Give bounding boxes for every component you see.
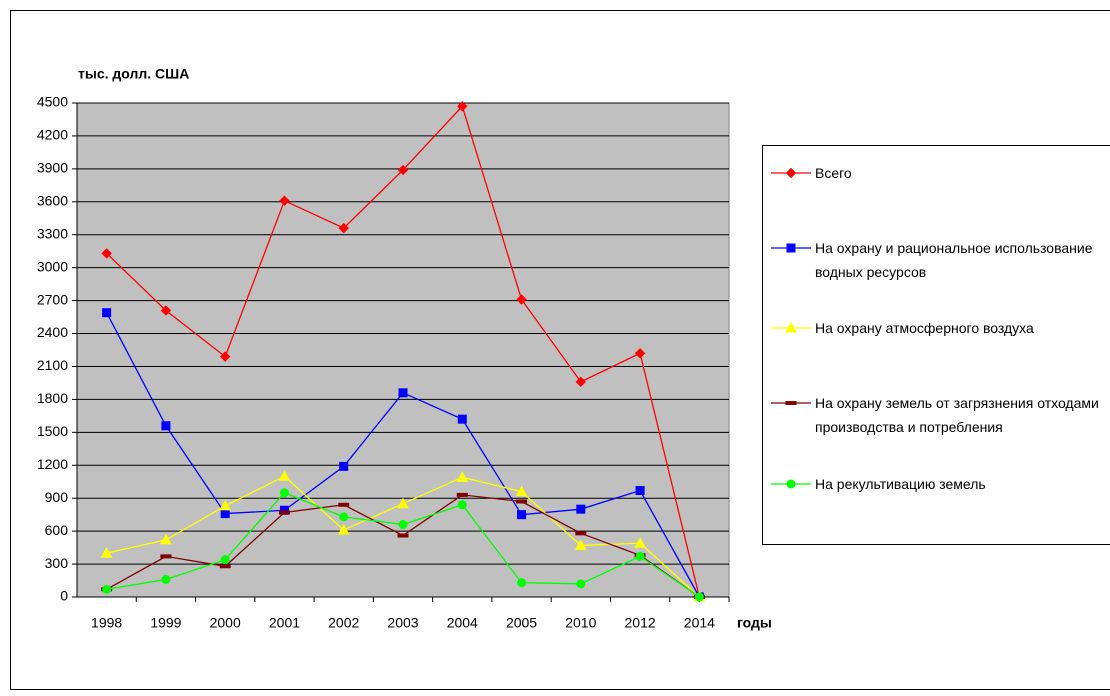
- y-tick-label: 3300: [37, 225, 68, 241]
- x-tick-label: 2002: [328, 615, 359, 631]
- marker: [220, 509, 230, 519]
- x-tick-label: 2003: [387, 615, 418, 631]
- marker: [161, 574, 171, 584]
- marker: [160, 533, 172, 545]
- marker: [516, 499, 528, 504]
- marker: [219, 564, 231, 569]
- legend-marker: [785, 401, 797, 405]
- marker: [397, 164, 409, 176]
- y-tick-label: 2700: [37, 291, 68, 307]
- y-tick-label: 0: [60, 588, 68, 604]
- y-tick-label: 300: [45, 555, 69, 571]
- x-tick-label: 2014: [684, 615, 715, 631]
- marker: [219, 499, 232, 511]
- marker: [517, 578, 527, 588]
- marker: [576, 579, 586, 589]
- marker: [634, 348, 646, 359]
- legend-key: [771, 479, 811, 489]
- marker: [279, 488, 289, 498]
- y-tick-label: 4200: [37, 127, 68, 143]
- x-tick-label: 2010: [565, 615, 596, 631]
- x-tick-label: 2000: [210, 615, 241, 631]
- x-tick-label: 2004: [447, 615, 478, 631]
- x-tick-label: 1999: [150, 615, 181, 631]
- y-tick-label: 3000: [37, 258, 68, 274]
- marker: [575, 376, 587, 388]
- marker: [160, 554, 172, 559]
- marker: [694, 592, 704, 602]
- marker: [278, 470, 291, 481]
- marker: [278, 510, 290, 515]
- marker: [517, 510, 527, 520]
- marker: [398, 520, 408, 530]
- legend-label: На охрану земель от загрязнения отходами…: [815, 395, 1099, 435]
- legend-key: [771, 321, 811, 333]
- marker: [574, 539, 587, 550]
- y-axis-label: тыс. долл. США: [78, 66, 189, 82]
- legend-key: [771, 401, 811, 405]
- marker: [576, 504, 586, 514]
- marker: [457, 414, 467, 424]
- x-axis-label: годы: [737, 615, 772, 631]
- marker: [457, 101, 468, 112]
- y-tick-label: 1800: [37, 390, 68, 406]
- x-tick-label: 1998: [91, 615, 122, 631]
- marker: [397, 533, 409, 538]
- marker: [161, 421, 171, 431]
- chart-frame: [10, 10, 1110, 690]
- legend-marker: [786, 479, 796, 489]
- marker: [338, 222, 349, 234]
- marker: [219, 351, 231, 362]
- y-tick-label: 3600: [37, 193, 68, 209]
- y-tick-label: 4500: [37, 94, 68, 110]
- marker: [339, 512, 349, 522]
- y-tick-label: 1200: [37, 456, 68, 472]
- plot-area: [76, 102, 730, 598]
- x-tick-label: 2001: [269, 615, 300, 631]
- y-tick-label: 600: [45, 522, 69, 538]
- y-tick-label: 900: [45, 489, 69, 505]
- legend-label: На рекультивацию земель: [815, 476, 986, 492]
- marker: [515, 485, 528, 497]
- legend-label: На охрану и рациональное использование в…: [815, 240, 1093, 280]
- marker: [635, 486, 645, 496]
- legend-label: Всего: [815, 165, 852, 181]
- marker: [634, 537, 646, 548]
- marker: [102, 308, 112, 318]
- marker: [456, 492, 468, 497]
- legend-key: [771, 243, 811, 253]
- marker: [457, 500, 467, 510]
- y-tick-label: 3900: [37, 160, 68, 176]
- marker: [102, 584, 112, 594]
- marker: [398, 388, 408, 398]
- marker: [397, 497, 409, 509]
- y-tick-label: 1500: [37, 423, 68, 439]
- marker: [635, 551, 645, 561]
- legend-marker: [786, 243, 796, 253]
- legend-label: На охрану атмосферного воздуха: [815, 320, 1034, 336]
- marker: [220, 555, 230, 565]
- marker: [100, 547, 113, 558]
- legend-key: [771, 167, 811, 179]
- marker: [339, 461, 349, 471]
- legend: Всего На охрану и рациональное использова…: [762, 145, 1110, 545]
- legend-marker: [785, 167, 797, 179]
- marker: [337, 524, 350, 535]
- y-tick-label: 2400: [37, 324, 68, 340]
- marker: [160, 305, 172, 316]
- legend-marker: [785, 321, 797, 333]
- marker: [279, 195, 290, 206]
- marker: [456, 471, 469, 482]
- marker: [101, 248, 112, 259]
- marker: [516, 294, 527, 305]
- marker: [575, 531, 587, 536]
- y-tick-label: 2100: [37, 357, 68, 373]
- x-tick-label: 2005: [506, 615, 537, 631]
- marker: [338, 502, 350, 507]
- x-tick-label: 2012: [625, 615, 656, 631]
